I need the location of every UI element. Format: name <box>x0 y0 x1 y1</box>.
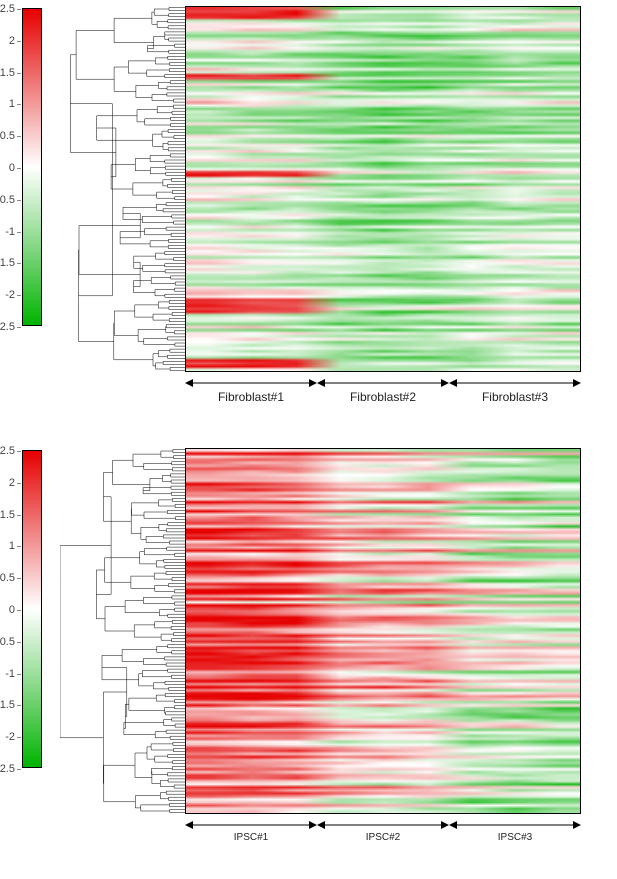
heatmap-panel-fibroblast: 2.521.510.50-0.5-1-1.5-2-2.5Fibroblast#1… <box>0 0 617 430</box>
colorbar-tick-label: 1 <box>9 540 23 552</box>
group-label: Fibroblast#1 <box>185 390 317 404</box>
group-label: IPSC#3 <box>449 832 581 843</box>
colorbar-tick-label: -2 <box>5 289 23 301</box>
colorbar: 2.521.510.50-0.5-1-1.5-2-2.5 <box>22 450 42 768</box>
colorbar-tick-label: 2 <box>9 35 23 47</box>
colorbar: 2.521.510.50-0.5-1-1.5-2-2.5 <box>22 8 42 326</box>
row-dendrogram <box>60 448 185 814</box>
colorbar-gradient: 2.521.510.50-0.5-1-1.5-2-2.5 <box>22 450 42 768</box>
colorbar-tick-label: -2 <box>5 731 23 743</box>
colorbar-tick-label: -1.5 <box>0 699 23 711</box>
colorbar-tick-label: 0 <box>9 604 23 616</box>
heatmap <box>185 6 581 372</box>
colorbar-tick-label: 1.5 <box>0 67 23 79</box>
group-range-arrow <box>449 378 581 388</box>
group-range-arrow <box>185 820 317 830</box>
group-label: IPSC#2 <box>317 832 449 843</box>
group-range-arrow <box>449 820 581 830</box>
colorbar-tick-label: -2.5 <box>0 763 23 775</box>
colorbar-tick-label: 2.5 <box>0 445 23 457</box>
colorbar-tick-label: -0.5 <box>0 194 23 206</box>
colorbar-tick-label: -2.5 <box>0 321 23 333</box>
group-label: Fibroblast#2 <box>317 390 449 404</box>
group-range-arrow <box>317 378 449 388</box>
column-group-labels: Fibroblast#1Fibroblast#2Fibroblast#3 <box>185 378 581 418</box>
colorbar-tick-label: 0 <box>9 162 23 174</box>
colorbar-tick-label: -0.5 <box>0 636 23 648</box>
colorbar-tick-label: -1 <box>5 668 23 680</box>
group-label: IPSC#1 <box>185 832 317 843</box>
colorbar-tick-label: -1.5 <box>0 257 23 269</box>
colorbar-tick-label: 1.5 <box>0 509 23 521</box>
heatmap <box>185 448 581 814</box>
group-label: Fibroblast#3 <box>449 390 581 404</box>
colorbar-tick-label: 2.5 <box>0 3 23 15</box>
colorbar-tick-label: 0.5 <box>0 572 23 584</box>
group-range-arrow <box>185 378 317 388</box>
colorbar-tick-label: 1 <box>9 98 23 110</box>
column-group-labels: IPSC#1IPSC#2IPSC#3 <box>185 820 581 860</box>
row-dendrogram <box>60 6 185 372</box>
group-range-arrow <box>317 820 449 830</box>
colorbar-tick-label: 2 <box>9 477 23 489</box>
colorbar-tick-label: -1 <box>5 226 23 238</box>
colorbar-tick-label: 0.5 <box>0 130 23 142</box>
heatmap-panel-ipsc: 2.521.510.50-0.5-1-1.5-2-2.5IPSC#1IPSC#2… <box>0 440 617 870</box>
colorbar-gradient: 2.521.510.50-0.5-1-1.5-2-2.5 <box>22 8 42 326</box>
